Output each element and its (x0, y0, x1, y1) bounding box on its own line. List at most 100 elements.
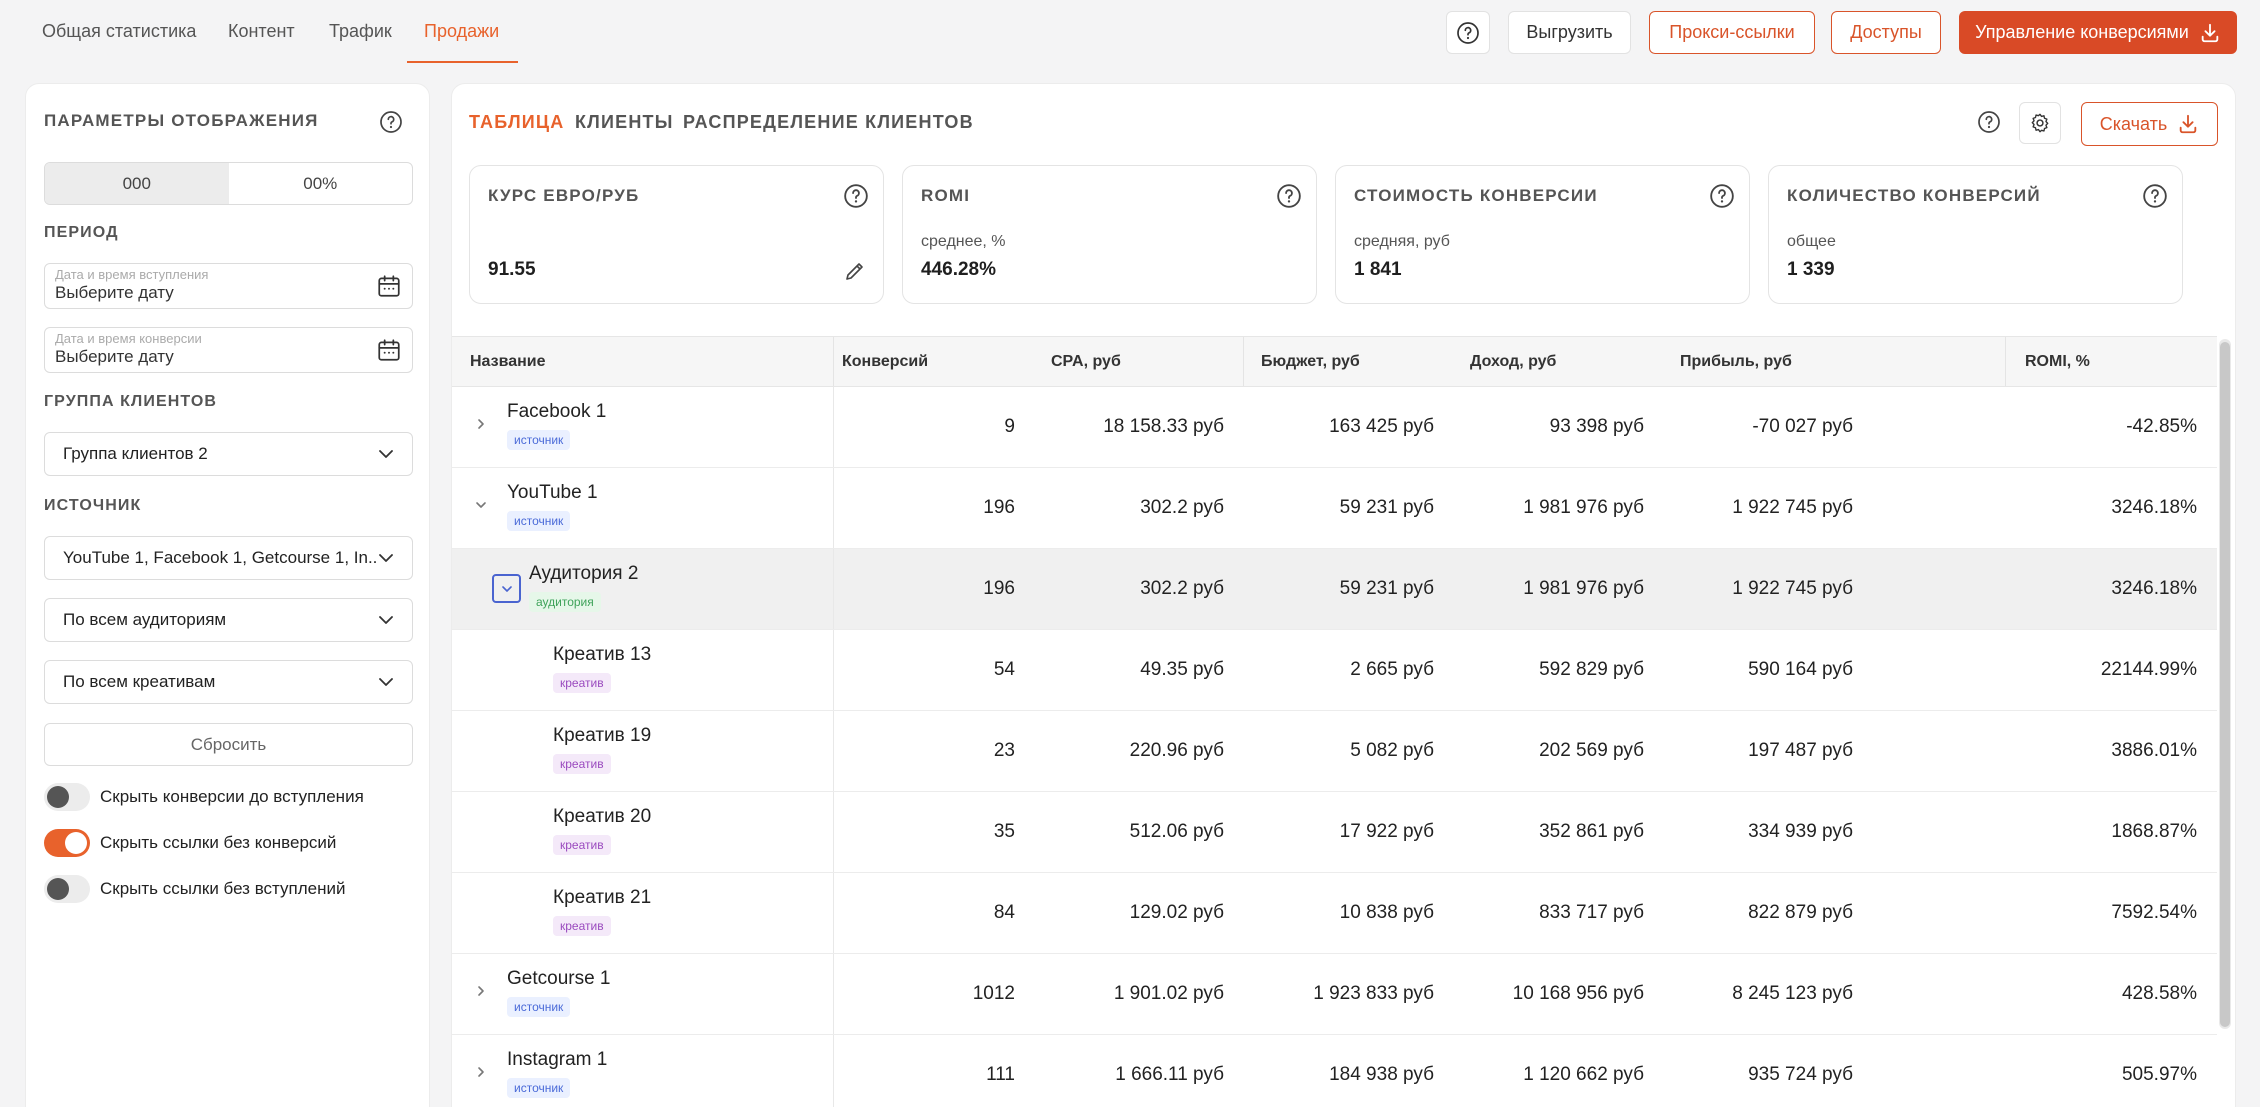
help-circle-icon[interactable] (1977, 110, 2001, 139)
entry-date-field[interactable]: Дата и время вступления Выберите дату (44, 263, 413, 309)
cell-budget: 5 082 руб (1350, 740, 1434, 761)
cell-cpa: 129.02 руб (1129, 902, 1224, 923)
chevron-down-icon (379, 554, 393, 562)
kpi-card-romi: ROMI среднее, % 446.28% (902, 165, 1317, 304)
table-row[interactable]: Креатив 21 креатив 84 129.02 руб 10 838 руб 8… (452, 873, 2217, 954)
client-group-select[interactable]: Группа клиентов 2 (44, 432, 413, 476)
col-romi[interactable]: ROMI, % (2025, 353, 2090, 370)
tab-clients[interactable]: КЛИЕНТЫ (575, 112, 674, 132)
toggle-hide-links-without-conversions[interactable]: Скрыть ссылки без конверсий (44, 828, 336, 858)
active-tab-indicator (407, 61, 518, 63)
export-button[interactable]: Выгрузить (1508, 11, 1631, 54)
table-row[interactable]: Аудитория 2 аудитория 196 302.2 руб 59 231 р… (452, 549, 2217, 630)
row-name: Креатив 20 (553, 806, 652, 827)
cell-income: 93 398 руб (1549, 416, 1644, 437)
col-profit[interactable]: Прибыль, руб (1680, 353, 1792, 370)
audience-value: По всем аудиториям (63, 610, 227, 629)
table-row[interactable]: Facebook 1 источник 9 18 158.33 руб 163 425 … (452, 387, 2217, 468)
col-budget[interactable]: Бюджет, руб (1261, 353, 1360, 370)
chevron-right-icon[interactable] (474, 984, 488, 998)
col-cpa[interactable]: CPA, руб (1051, 353, 1121, 370)
entry-date-placeholder: Дата и время вступления (55, 267, 209, 282)
cell-conversions: 35 (993, 821, 1015, 842)
tab-traffic[interactable]: Трафик (329, 21, 392, 41)
cell-cpa: 18 158.33 руб (1103, 416, 1224, 437)
cell-cpa: 512.06 руб (1129, 821, 1224, 842)
source-select[interactable]: YouTube 1, Facebook 1, Getcourse 1, In..… (44, 536, 413, 580)
card-value: 1 841 (1354, 259, 1402, 280)
settings-button[interactable] (2019, 102, 2061, 144)
tab-sales[interactable]: Продажи (424, 21, 500, 41)
cell-conversions: 9 (1004, 416, 1015, 437)
row-type-badge: аудитория (529, 592, 601, 612)
tab-general-stats[interactable]: Общая статистика (42, 21, 197, 41)
table-row[interactable]: Креатив 13 креатив 54 49.35 руб 2 665 руб 592… (452, 630, 2217, 711)
chevron-down-icon (379, 616, 393, 624)
kpi-card-conversion-count: КОЛИЧЕСТВО КОНВЕРСИЙ общее 1 339 (1768, 165, 2183, 304)
cell-budget: 10 838 руб (1339, 902, 1434, 923)
format-absolute-option[interactable]: 000 (45, 163, 229, 204)
table-scrollbar-thumb[interactable] (2220, 342, 2230, 1027)
audience-select[interactable]: По всем аудиториям (44, 598, 413, 642)
col-name[interactable]: Название (470, 353, 546, 370)
cell-cpa: 1 901.02 руб (1113, 983, 1224, 1004)
proxy-links-button[interactable]: Прокси-ссылки (1649, 11, 1815, 54)
toggle-switch[interactable] (44, 875, 90, 903)
toggle-switch[interactable] (44, 783, 90, 811)
toggle-switch[interactable] (44, 829, 90, 857)
tab-table[interactable]: ТАБЛИЦА (469, 112, 565, 132)
reset-button[interactable]: Сбросить (44, 723, 413, 766)
table-row[interactable]: Instagram 1 источник 111 1 666.11 руб 184 93… (452, 1035, 2217, 1107)
cell-income: 10 168 956 руб (1512, 983, 1644, 1004)
row-name: Аудитория 2 (529, 563, 639, 584)
card-title: КУРС ЕВРО/РУБ (488, 186, 640, 205)
cell-cpa: 1 666.11 руб (1115, 1064, 1224, 1085)
panel-title: ПАРАМЕТРЫ ОТОБРАЖЕНИЯ (44, 111, 319, 130)
help-circle-icon[interactable] (2142, 183, 2168, 209)
card-value: 1 339 (1787, 259, 1835, 280)
card-title: КОЛИЧЕСТВО КОНВЕРСИЙ (1787, 186, 2041, 205)
col-conversions[interactable]: Конверсий (842, 353, 929, 370)
creative-select[interactable]: По всем креативам (44, 660, 413, 704)
tab-content[interactable]: Контент (228, 21, 295, 41)
toggle-hide-links-without-entries[interactable]: Скрыть ссылки без вступлений (44, 874, 345, 904)
cell-conversions: 1012 (972, 983, 1015, 1004)
table-row[interactable]: Креатив 19 креатив 23 220.96 руб 5 082 руб 20… (452, 711, 2217, 792)
table-row[interactable]: YouTube 1 источник 196 302.2 руб 59 231 руб 1… (452, 468, 2217, 549)
row-type-badge: источник (507, 511, 571, 531)
conversion-date-placeholder: Дата и время конверсии (55, 331, 202, 346)
access-button[interactable]: Доступы (1831, 11, 1941, 54)
help-button[interactable] (1446, 11, 1490, 54)
calendar-icon (378, 339, 400, 361)
pencil-icon[interactable] (843, 259, 867, 283)
table-row[interactable]: Креатив 20 креатив 35 512.06 руб 17 922 руб 3… (452, 792, 2217, 873)
table-header: Название Конверсий CPA, руб Бюджет, руб … (452, 336, 2217, 387)
chevron-down-icon[interactable] (474, 498, 488, 512)
cell-income: 1 981 976 руб (1523, 578, 1644, 599)
tab-client-distribution[interactable]: РАСПРЕДЕЛЕНИЕ КЛИЕНТОВ (683, 112, 974, 132)
download-button[interactable]: Скачать (2081, 102, 2218, 146)
manage-conversions-button[interactable]: Управление конверсиями (1959, 11, 2237, 54)
chevron-right-icon[interactable] (474, 417, 488, 431)
cell-conversions: 54 (993, 659, 1015, 680)
cell-conversions: 196 (983, 578, 1015, 599)
toggle-hide-conversions-before-entry[interactable]: Скрыть конверсии до вступления (44, 782, 364, 812)
help-circle-icon[interactable] (1709, 183, 1735, 209)
chevron-down-icon[interactable] (492, 574, 521, 603)
help-circle-icon[interactable] (379, 110, 403, 139)
row-name: Креатив 13 (553, 644, 652, 665)
format-percent-option[interactable]: 00% (303, 173, 338, 193)
help-circle-icon[interactable] (1276, 183, 1302, 209)
col-income[interactable]: Доход, руб (1470, 353, 1557, 370)
cell-income: 352 861 руб (1539, 821, 1644, 842)
cell-conversions: 111 (986, 1064, 1015, 1085)
toggle-label: Скрыть ссылки без конверсий (100, 833, 337, 852)
period-label: ПЕРИОД (44, 224, 119, 241)
calendar-icon (378, 275, 400, 297)
chevron-right-icon[interactable] (474, 1065, 488, 1079)
table-row[interactable]: Getcourse 1 источник 1012 1 901.02 руб 1 923… (452, 954, 2217, 1035)
conversion-date-value: Выберите дату (55, 347, 174, 366)
row-type-badge: источник (507, 1078, 571, 1098)
help-circle-icon[interactable] (843, 183, 869, 209)
conversion-date-field[interactable]: Дата и время конверсии Выберите дату (44, 327, 413, 373)
